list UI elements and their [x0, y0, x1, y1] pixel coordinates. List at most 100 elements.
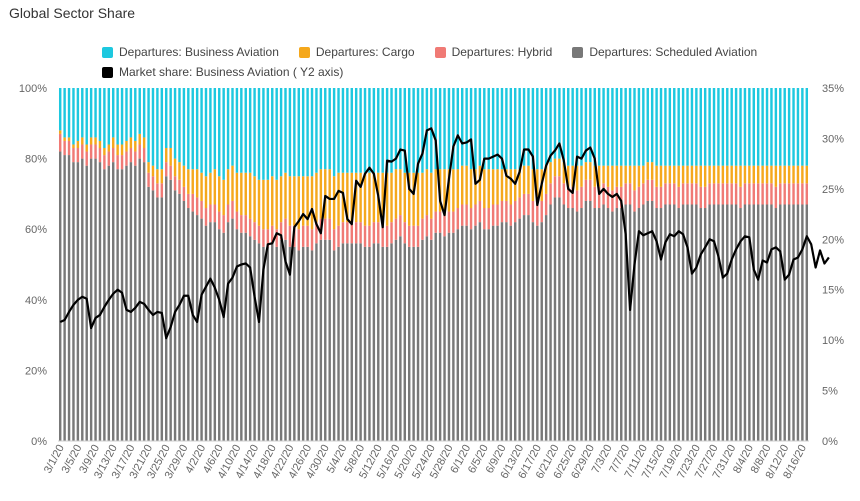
bar-segment [717, 183, 720, 205]
bar-segment [690, 183, 694, 205]
bar-segment [540, 88, 543, 170]
bar-segment [770, 183, 773, 205]
bar-segment [98, 162, 102, 441]
bar-segment [412, 225, 415, 247]
bar-segment [407, 225, 411, 247]
bar-segment [668, 88, 672, 166]
bar-segment [527, 193, 530, 216]
bar-segment [633, 88, 636, 166]
bar-segment [584, 88, 588, 163]
bar-segment [712, 165, 716, 184]
bar-segment [385, 88, 389, 173]
bar-segment [628, 165, 632, 184]
legend-item-scheduled-aviation[interactable]: Departures: Scheduled Aviation [572, 45, 757, 59]
bar-segment [244, 172, 247, 216]
bar-segment [474, 225, 477, 441]
bar-segment [412, 172, 415, 226]
bar-segment [346, 243, 349, 441]
bar-segment [491, 204, 495, 226]
bar-segment [350, 88, 353, 173]
bar-segment [673, 165, 676, 184]
bar-segment [611, 190, 614, 212]
bar-segment [112, 162, 115, 441]
bar-segment [633, 211, 636, 441]
bar-segment [558, 176, 561, 198]
bar-segment [63, 88, 66, 138]
bar-segment [792, 204, 795, 441]
bar-segment [107, 151, 111, 166]
y2-tick-label: 20% [822, 234, 844, 246]
bar-segment [359, 172, 362, 223]
bar-segment [567, 165, 570, 187]
bar-segment [487, 229, 490, 441]
bar-segment [673, 204, 676, 441]
bar-segment [187, 208, 190, 441]
bar-segment [593, 165, 596, 187]
legend-item-hybrid[interactable]: Departures: Hybrid [434, 45, 552, 59]
bar-segment [681, 88, 685, 166]
bar-segment [156, 88, 159, 170]
bar-segment [191, 169, 194, 194]
bar-segment [783, 165, 786, 184]
bar-segment [461, 88, 464, 166]
bar-segment [218, 229, 221, 441]
bar-segment [235, 211, 239, 230]
bar-segment [195, 197, 199, 216]
bar-segment [447, 211, 451, 233]
bar-segment [235, 172, 239, 212]
bar-segment [368, 246, 371, 441]
bar-segment [218, 176, 221, 212]
bar-segment [748, 204, 751, 441]
bar-segment [655, 165, 658, 187]
bar-segment [602, 204, 605, 441]
bar-segment [297, 176, 300, 230]
legend-item-market-share[interactable]: Market share: Business Aviation ( Y2 axi… [102, 65, 343, 79]
bar-segment [169, 148, 172, 166]
bar-segment [730, 183, 733, 205]
bar-segment [76, 140, 80, 149]
bar-segment [226, 169, 230, 205]
bar-segment [483, 169, 486, 209]
bar-segment [527, 88, 530, 166]
bar-segment [761, 204, 764, 441]
bar-segment [487, 88, 490, 170]
bar-segment [328, 218, 331, 240]
bar-segment [372, 172, 376, 223]
bar-segment [483, 208, 486, 230]
bar-segment [222, 215, 225, 233]
bar-segment [372, 243, 376, 441]
bar-segment [288, 225, 292, 247]
bar-segment [739, 186, 742, 209]
bar-segment [509, 204, 513, 226]
bar-segment [165, 88, 168, 149]
bar-segment [416, 88, 420, 173]
legend: Departures: Business Aviation Departures… [0, 42, 860, 82]
bar-segment [509, 225, 513, 441]
bar-segment [390, 222, 393, 244]
bar-segment [279, 176, 283, 223]
chart-title: Global Sector Share [9, 5, 136, 21]
bar-segment [341, 88, 345, 173]
bar-segment [315, 172, 318, 223]
legend-item-business-aviation[interactable]: Departures: Business Aviation [102, 45, 279, 59]
bar-segment [606, 208, 610, 441]
bar-segment [452, 169, 455, 212]
bar-segment [425, 215, 429, 237]
legend-item-cargo[interactable]: Departures: Cargo [298, 45, 415, 59]
bar-segment [514, 222, 517, 441]
bar-segment [257, 88, 261, 180]
legend-label-scheduled-aviation: Departures: Scheduled Aviation [589, 45, 758, 59]
bar-segment [655, 186, 658, 209]
bar-segment [469, 88, 473, 170]
bar-segment [112, 148, 115, 163]
bar-segment [187, 88, 190, 170]
bar-segment [783, 88, 786, 166]
bar-segment [500, 222, 504, 441]
bar-segment [765, 183, 769, 205]
bar-segment [337, 246, 340, 441]
bar-segment [792, 165, 795, 184]
bar-segment [801, 165, 804, 184]
bar-segment [668, 183, 672, 205]
bar-segment [505, 169, 508, 201]
bar-segment [191, 88, 194, 170]
